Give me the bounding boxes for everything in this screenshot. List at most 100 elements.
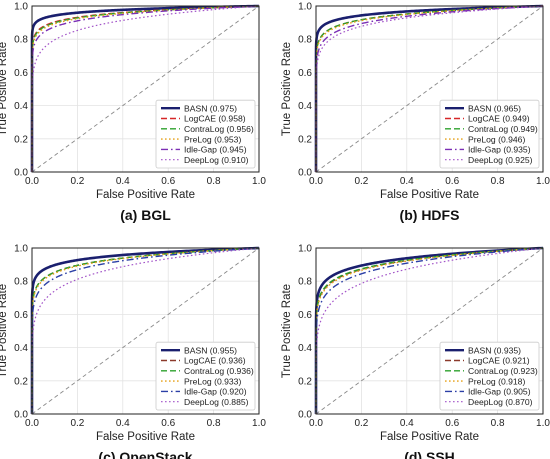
y-tick-label: 0.8	[298, 35, 312, 46]
roc-curve	[315, 5, 544, 173]
y-tick-label: 0.4	[298, 101, 312, 112]
y-tick-label: 0.0	[14, 410, 28, 421]
y-tick-label: 0.4	[14, 343, 28, 354]
legend-label: LogCAE (0.958)	[184, 114, 246, 124]
roc-curve	[30, 246, 260, 415]
roc-curve	[31, 5, 260, 173]
legend: BASN (0.965)LogCAE (0.949)ContraLog (0.9…	[439, 99, 540, 169]
legend-label: PreLog (0.933)	[184, 376, 241, 386]
legend-label: BASN (0.965)	[468, 103, 521, 113]
y-tick-label: 1.0	[298, 244, 312, 255]
legend-label: ContraLog (0.956)	[184, 124, 254, 134]
legend: BASN (0.955)LogCAE (0.936)ContraLog (0.9…	[155, 341, 256, 411]
x-tick-label: 0.2	[354, 176, 368, 187]
axes-frame	[315, 247, 544, 415]
legend-box	[155, 99, 256, 169]
roc-curve	[31, 247, 260, 415]
x-tick-label: 0.2	[70, 176, 84, 187]
x-tick-label: 0.6	[161, 418, 175, 429]
y-tick-label: 1.0	[298, 2, 312, 13]
legend-label: PreLog (0.953)	[184, 134, 241, 144]
y-tick-label: 0.8	[14, 277, 28, 288]
panel-caption: (d) SSH	[404, 449, 455, 459]
roc-panel: 0.0 0.2 0.4 0.6 0.8 1.0 0.0 0.2 0.4 0.6 0.8 1.0 Fals…	[0, 2, 266, 224]
x-tick-label: 1.0	[536, 176, 550, 187]
roc-panel: 0.0 0.2 0.4 0.6 0.8 1.0 0.0 0.2 0.4 0.6 0.8 1.0 Fals…	[281, 2, 550, 224]
y-tick-label: 0.2	[298, 134, 312, 145]
legend-label: BASN (0.955)	[184, 345, 237, 355]
roc-curve	[314, 246, 544, 415]
x-tick-label: 0.6	[445, 418, 459, 429]
x-tick-label: 0.0	[309, 418, 323, 429]
legend-label: LogCAE (0.949)	[468, 114, 530, 124]
x-tick-label: 0.4	[400, 176, 414, 187]
legend-label: DeepLog (0.885)	[184, 397, 249, 407]
legend-label: Idle-Gap (0.905)	[468, 387, 531, 397]
y-axis-label: True Positive Rate	[281, 284, 293, 378]
legend-label: LogCAE (0.921)	[468, 356, 530, 366]
x-axis-label: False Positive Rate	[96, 431, 195, 443]
legend-label: LogCAE (0.936)	[184, 356, 246, 366]
legend-label: Idle-Gap (0.920)	[184, 387, 247, 397]
x-axis-label: False Positive Rate	[380, 189, 479, 201]
legend-label: Idle-Gap (0.935)	[468, 145, 531, 155]
roc-curve	[315, 5, 544, 173]
x-tick-label: 0.2	[354, 418, 368, 429]
y-tick-label: 0.6	[298, 68, 312, 79]
roc-curve	[315, 247, 544, 415]
panel-caption: (a) BGL	[120, 207, 171, 223]
legend-label: PreLog (0.946)	[468, 134, 525, 144]
legend-box	[439, 341, 540, 411]
y-axis-label: True Positive Rate	[281, 42, 293, 136]
x-tick-label: 0.8	[207, 418, 221, 429]
axes-frame	[31, 247, 260, 415]
x-tick-label: 0.0	[25, 176, 39, 187]
chance-diagonal	[31, 5, 260, 173]
x-tick-label: 1.0	[252, 176, 266, 187]
legend: BASN (0.935)LogCAE (0.921)ContraLog (0.9…	[439, 341, 540, 411]
x-tick-label: 0.4	[400, 418, 414, 429]
axes-frame	[31, 5, 260, 173]
y-tick-label: 0.0	[298, 168, 312, 179]
y-tick-label: 1.0	[14, 244, 28, 255]
roc-curve	[31, 5, 260, 173]
roc-curve	[314, 4, 544, 173]
y-tick-label: 0.8	[298, 277, 312, 288]
roc-curve	[315, 247, 544, 415]
chance-diagonal	[315, 5, 544, 173]
x-tick-label: 0.6	[445, 176, 459, 187]
x-tick-label: 0.0	[309, 176, 323, 187]
x-tick-label: 0.2	[70, 418, 84, 429]
y-axis-label: True Positive Rate	[0, 42, 9, 136]
x-tick-label: 0.6	[161, 176, 175, 187]
panel-caption: (b) HDFS	[400, 207, 460, 223]
x-tick-label: 1.0	[252, 418, 266, 429]
roc-curve	[31, 247, 260, 415]
roc-panel: 0.0 0.2 0.4 0.6 0.8 1.0 0.0 0.2 0.4 0.6 0.8 1.0 Fals…	[281, 244, 550, 459]
legend-label: BASN (0.975)	[184, 103, 237, 113]
legend-label: DeepLog (0.910)	[184, 155, 249, 165]
roc-curve	[31, 5, 260, 173]
y-tick-label: 0.0	[14, 168, 28, 179]
legend: BASN (0.975)LogCAE (0.958)ContraLog (0.9…	[155, 99, 256, 169]
chance-diagonal	[315, 247, 544, 415]
y-tick-label: 0.4	[298, 343, 312, 354]
legend-label: ContraLog (0.936)	[184, 366, 254, 376]
y-tick-label: 0.4	[14, 101, 28, 112]
y-tick-label: 0.2	[14, 134, 28, 145]
y-tick-label: 0.6	[14, 310, 28, 321]
x-axis-label: False Positive Rate	[96, 189, 195, 201]
roc-curve	[31, 5, 260, 173]
x-tick-label: 0.0	[25, 418, 39, 429]
y-tick-label: 0.2	[14, 376, 28, 387]
legend-label: Idle-Gap (0.945)	[184, 145, 247, 155]
y-tick-label: 1.0	[14, 2, 28, 13]
roc-curve	[315, 5, 544, 173]
legend-label: DeepLog (0.870)	[468, 397, 533, 407]
y-tick-label: 0.0	[298, 410, 312, 421]
roc-curve	[31, 247, 260, 415]
roc-panel: 0.0 0.2 0.4 0.6 0.8 1.0 0.0 0.2 0.4 0.6 0.8 1.0 Fals…	[0, 244, 266, 459]
x-tick-label: 1.0	[536, 418, 550, 429]
legend-label: ContraLog (0.949)	[468, 124, 538, 134]
